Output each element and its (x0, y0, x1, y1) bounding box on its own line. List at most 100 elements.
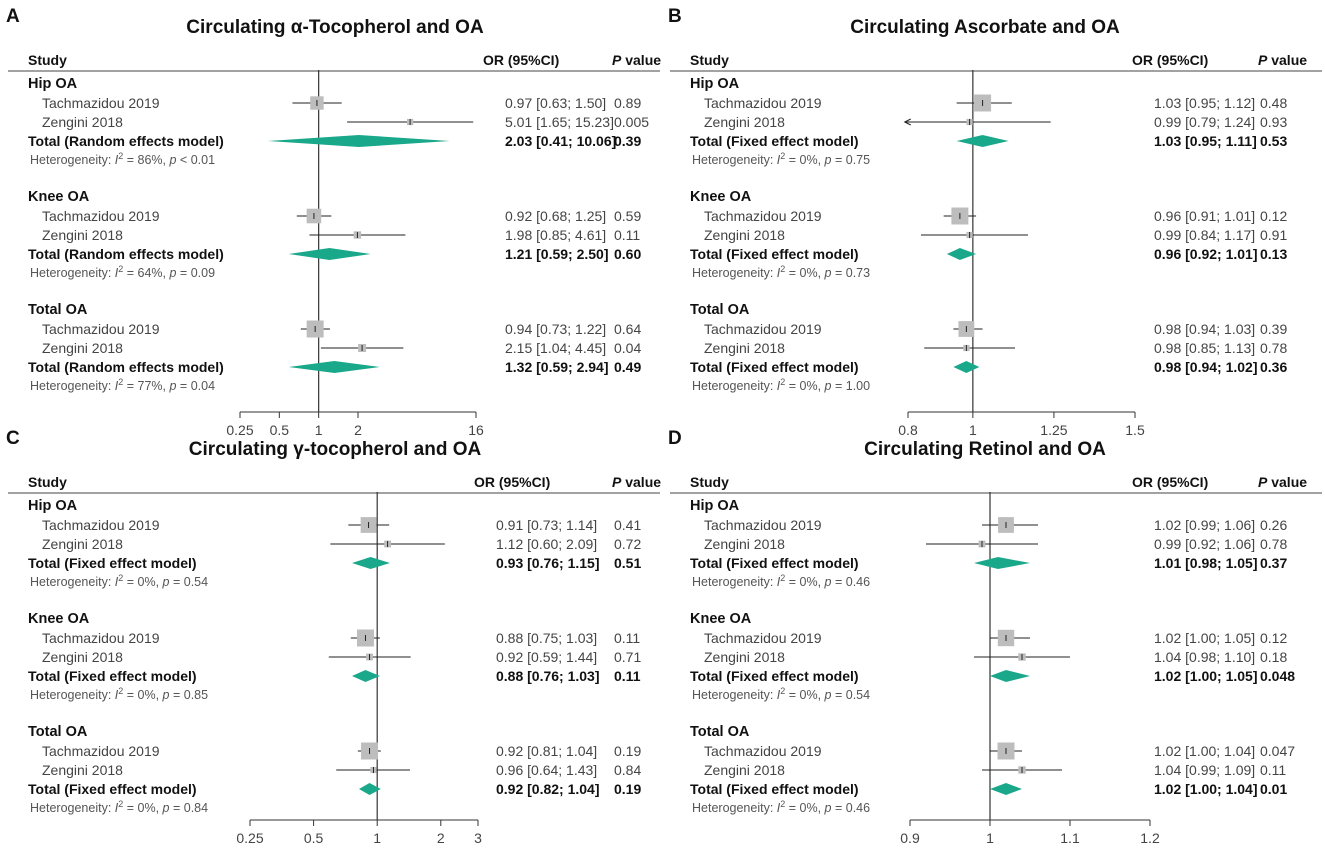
x-axis-tick-label: 2 (437, 830, 445, 846)
study-or-ci: 1.12 [0.60; 2.09] (496, 536, 597, 552)
or-column-header: OR (95%CI) (474, 474, 550, 490)
total-or-ci: 0.98 [0.94; 1.02] (1154, 359, 1258, 375)
study-label: Tachmazidou 2019 (42, 630, 160, 646)
study-label: Zengini 2018 (704, 227, 785, 243)
pooled-estimate-diamond (990, 670, 1030, 682)
x-axis-tick-label: 16 (468, 422, 484, 438)
x-axis-tick-label: 1 (986, 830, 994, 846)
study-p-value: 0.72 (614, 536, 641, 552)
total-or-ci: 2.03 [0.41; 10.06] (505, 133, 616, 149)
pooled-estimate-diamond (352, 670, 380, 682)
x-axis-tick-label: 0.25 (226, 422, 253, 438)
panel-A: A Circulating α-Tocopherol and OA Study OR … (6, 6, 661, 438)
group-label: Hip OA (690, 76, 740, 92)
heterogeneity-stat: Heterogeneity: I2 = 0%, p = 1.00 (692, 377, 870, 393)
panel-title: Circulating Retinol and OA (864, 439, 1106, 460)
pooled-estimate-diamond (268, 135, 450, 147)
x-axis-tick-label: 0.9 (900, 830, 920, 846)
study-or-ci: 0.92 [0.68; 1.25] (505, 208, 606, 224)
heterogeneity-stat: Heterogeneity: I2 = 0%, p = 0.54 (692, 686, 870, 702)
total-p-value: 0.53 (1260, 133, 1287, 149)
panel-B: B Circulating Ascorbate and OA Study OR (95… (668, 6, 1322, 438)
group-label: Knee OA (690, 189, 752, 205)
pooled-estimate-diamond (974, 557, 1030, 569)
study-label: Zengini 2018 (42, 762, 123, 778)
study-p-value: 0.41 (614, 517, 641, 533)
total-label: Total (Fixed effect model) (28, 555, 197, 571)
panel-D: D Circulating Retinol and OA Study OR (95%C… (668, 428, 1322, 846)
or-column-header: OR (95%CI) (483, 52, 559, 68)
total-label: Total (Fixed effect model) (690, 781, 859, 797)
total-label: Total (Random effects model) (28, 133, 224, 149)
pooled-estimate-diamond (990, 783, 1022, 795)
study-or-ci: 0.97 [0.63; 1.50] (505, 95, 606, 111)
study-p-value: 0.71 (614, 649, 641, 665)
study-label: Tachmazidou 2019 (704, 517, 822, 533)
total-label: Total (Random effects model) (28, 246, 224, 262)
pooled-estimate-diamond (352, 557, 391, 569)
total-p-value: 0.37 (1260, 555, 1287, 571)
study-label: Zengini 2018 (704, 340, 785, 356)
x-axis-tick-label: 3 (474, 830, 482, 846)
ci-truncation-arrow (903, 118, 911, 126)
pooled-estimate-diamond (953, 361, 980, 373)
study-p-value: 0.11 (614, 630, 640, 646)
study-label: Tachmazidou 2019 (704, 95, 822, 111)
heterogeneity-stat: Heterogeneity: I2 = 86%, p < 0.01 (30, 151, 215, 167)
total-label: Total (Fixed effect model) (28, 781, 197, 797)
study-or-ci: 0.92 [0.81; 1.04] (496, 743, 597, 759)
total-or-ci: 1.02 [1.00; 1.05] (1154, 668, 1258, 684)
study-or-ci: 1.03 [0.95; 1.12] (1154, 95, 1255, 111)
study-p-value: 0.12 (1260, 630, 1287, 646)
x-axis-tick-label: 1.1 (1060, 830, 1080, 846)
heterogeneity-stat: Heterogeneity: I2 = 0%, p = 0.46 (692, 799, 870, 815)
study-or-ci: 0.99 [0.92; 1.06] (1154, 536, 1255, 552)
total-p-value: 0.19 (614, 781, 641, 797)
group-label: Knee OA (28, 189, 90, 205)
study-label: Tachmazidou 2019 (42, 321, 160, 337)
study-label: Tachmazidou 2019 (704, 321, 822, 337)
panel-title: Circulating α-Tocopherol and OA (186, 17, 484, 38)
x-axis-tick-label: 0.5 (270, 422, 290, 438)
total-or-ci: 1.32 [0.59; 2.94] (505, 359, 609, 375)
total-label: Total (Random effects model) (28, 359, 224, 375)
total-p-value: 0.01 (1260, 781, 1287, 797)
study-or-ci: 0.96 [0.64; 1.43] (496, 762, 597, 778)
study-or-ci: 0.88 [0.75; 1.03] (496, 630, 597, 646)
study-label: Zengini 2018 (704, 114, 785, 130)
study-label: Zengini 2018 (42, 649, 123, 665)
study-label: Zengini 2018 (42, 227, 123, 243)
study-p-value: 0.005 (614, 114, 649, 130)
heterogeneity-stat: Heterogeneity: I2 = 0%, p = 0.73 (692, 264, 870, 280)
total-label: Total (Fixed effect model) (690, 133, 859, 149)
study-label: Zengini 2018 (704, 536, 785, 552)
heterogeneity-stat: Heterogeneity: I2 = 64%, p = 0.09 (30, 264, 215, 280)
study-label: Tachmazidou 2019 (42, 95, 160, 111)
or-column-header: OR (95%CI) (1132, 52, 1208, 68)
total-or-ci: 0.92 [0.82; 1.04] (496, 781, 600, 797)
study-or-ci: 0.98 [0.94; 1.03] (1154, 321, 1255, 337)
study-p-value: 0.91 (1260, 227, 1287, 243)
p-value-column-header: P value (612, 52, 661, 68)
x-axis-tick-label: 1.25 (1040, 422, 1067, 438)
p-value-column-header: P value (1258, 474, 1307, 490)
heterogeneity-stat: Heterogeneity: I2 = 0%, p = 0.46 (692, 573, 870, 589)
study-or-ci: 0.96 [0.91; 1.01] (1154, 208, 1255, 224)
study-label: Zengini 2018 (704, 762, 785, 778)
group-label: Total OA (28, 302, 88, 318)
study-label: Zengini 2018 (42, 536, 123, 552)
total-or-ci: 1.02 [1.00; 1.04] (1154, 781, 1258, 797)
study-p-value: 0.89 (614, 95, 641, 111)
x-axis-tick-label: 0.5 (304, 830, 324, 846)
total-p-value: 0.13 (1260, 246, 1287, 262)
total-label: Total (Fixed effect model) (690, 246, 859, 262)
study-p-value: 0.84 (614, 762, 641, 778)
total-p-value: 0.39 (614, 133, 641, 149)
total-label: Total (Fixed effect model) (690, 555, 859, 571)
study-label: Tachmazidou 2019 (704, 743, 822, 759)
study-or-ci: 1.04 [0.99; 1.09] (1154, 762, 1255, 778)
study-p-value: 0.04 (614, 340, 641, 356)
study-or-ci: 1.02 [1.00; 1.04] (1154, 743, 1255, 759)
study-or-ci: 5.01 [1.65; 15.23] (505, 114, 614, 130)
study-label: Zengini 2018 (704, 649, 785, 665)
